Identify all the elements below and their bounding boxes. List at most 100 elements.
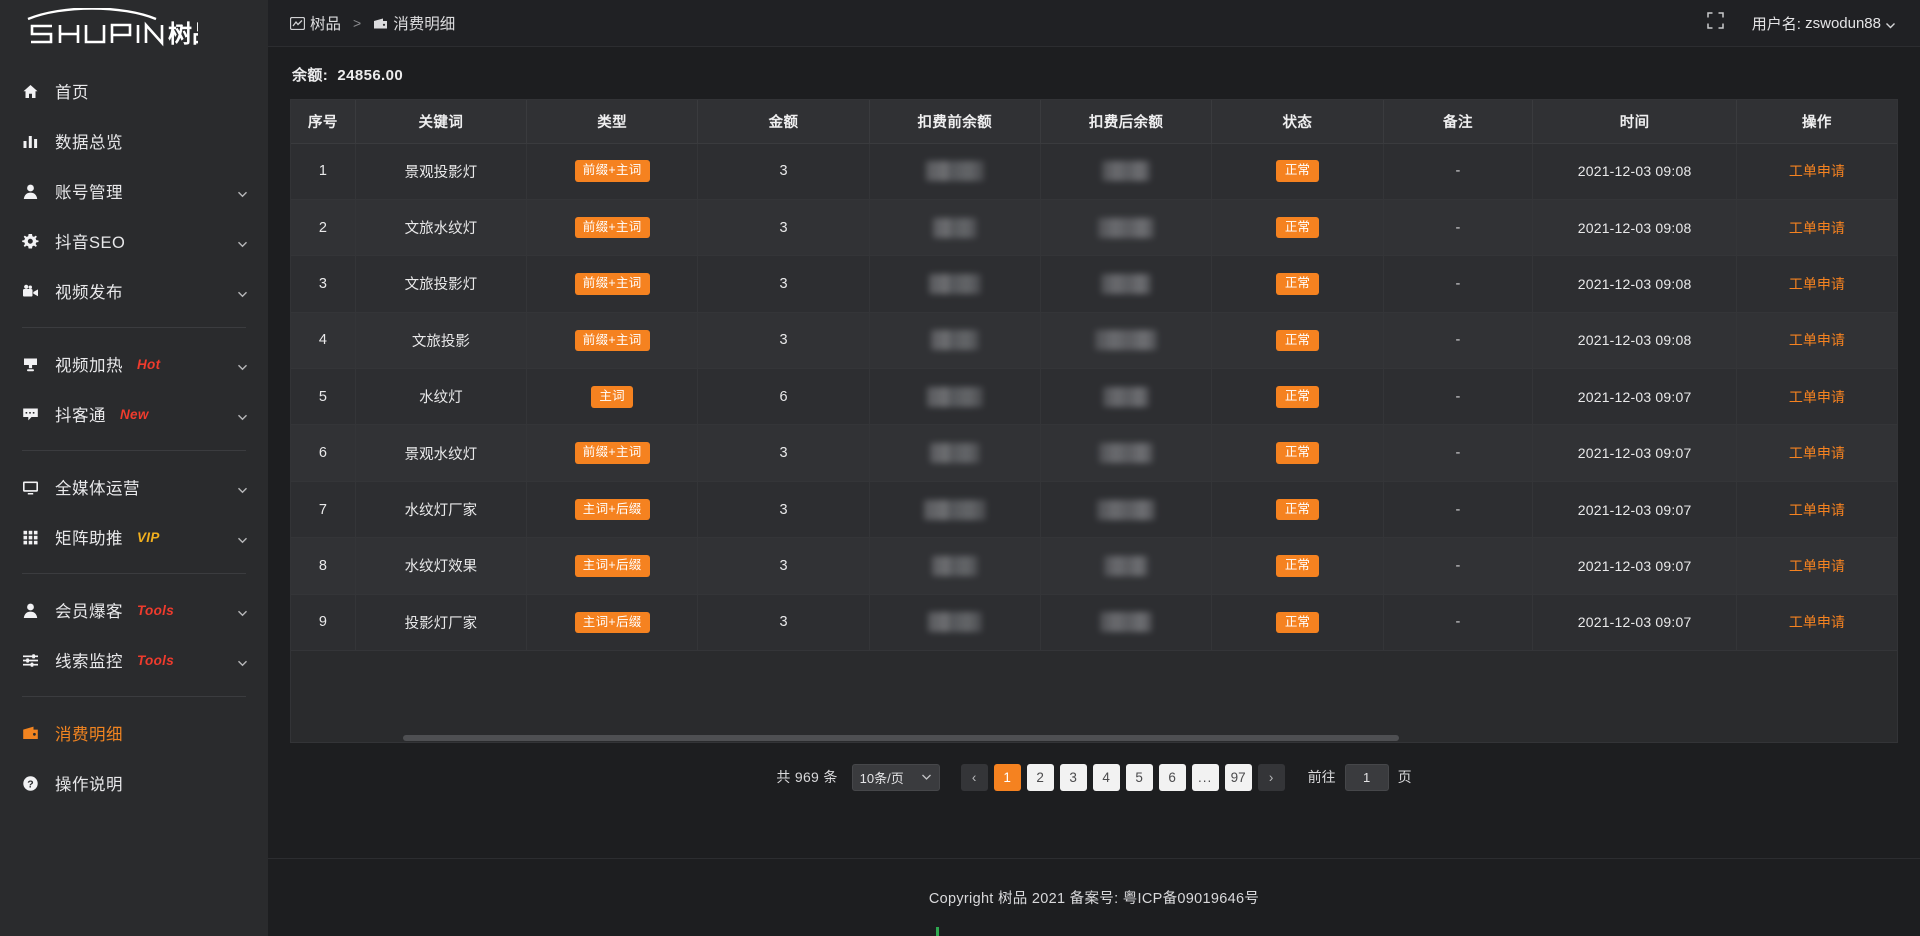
chevron-down-icon [237,482,248,494]
fullscreen-icon[interactable] [1707,12,1724,34]
sidebar-item-tag: Hot [137,356,161,372]
type-badge: 前缀+主词 [574,442,650,464]
breadcrumb-separator: > [353,15,362,31]
cell-keyword: 文旅投影 [355,312,528,370]
redacted-value [1042,386,1210,407]
pagination-pages: 1 2 3 4 5 6... 97 [991,763,1255,791]
pagination-page-97[interactable]: 97 [1224,763,1252,791]
cell-index: 9 [291,594,356,652]
sidebar-item-6[interactable]: 视频加热 Hot [0,339,268,389]
pagination-page-6[interactable]: 6 [1158,763,1186,791]
table-body: 1 景观投影灯 前缀+主词 3 正常 -2021-12-03 09:08 工单申请 2 文旅水纹… [291,143,1897,652]
sidebar-item-10[interactable]: 会员爆客 Tools [0,585,268,635]
cell-status: 正常 [1211,143,1384,200]
sidebar-item-3[interactable]: 账号管理 [0,166,268,216]
pagination-next-button[interactable]: › [1257,763,1285,791]
cell-note: - [1383,312,1534,370]
cell-balance-after [1040,143,1213,200]
grid-icon [22,527,46,547]
cell-amount: 3 [697,143,870,200]
status-badge: 正常 [1275,329,1319,352]
sidebar-item-tag: Tools [137,602,174,618]
pagination-page-1[interactable]: 1 [993,763,1021,791]
page-size-select[interactable]: 10条/页 [851,763,940,791]
redacted-value [1042,161,1210,182]
breadcrumb-root-label: 树品 [310,16,342,33]
sliders-icon [22,650,46,670]
cell-index: 1 [291,143,356,200]
sidebar-item-8[interactable]: 全媒体运营 [0,462,268,512]
cell-action: 工单申请 [1736,537,1897,595]
table-row: 7 水纹灯厂家 主词+后缀 3 正常 -2021-12-03 09:07 工单申请 [291,481,1897,539]
work-order-link[interactable]: 工单申请 [1788,614,1845,631]
sidebar-divider [22,450,246,451]
cell-balance-after [1040,255,1213,313]
status-badge: 正常 [1275,442,1319,464]
sidebar-item-9[interactable]: 矩阵助推 VIP [0,512,268,562]
shupin-logo-icon: 树品 [27,8,198,48]
cell-action: 工单申请 [1736,199,1897,257]
work-order-link[interactable]: 工单申请 [1788,219,1845,236]
pagination-page-4[interactable]: 4 [1092,763,1120,791]
cell-balance-after [1040,368,1213,426]
work-order-link[interactable]: 工单申请 [1788,445,1845,462]
cell-balance-before [869,312,1041,370]
pagination-page-5[interactable]: 5 [1125,763,1153,791]
breadcrumb-current[interactable]: 消费明细 [373,12,455,34]
sidebar-item-1[interactable]: 首页 [0,66,268,116]
pagination-prev-button[interactable]: ‹ [960,763,988,791]
work-order-link[interactable]: 工单申请 [1788,557,1845,574]
work-order-link[interactable]: 工单申请 [1788,332,1845,349]
cell-balance-after [1040,481,1213,539]
sidebar-item-label: 数据总览 [55,134,123,152]
redacted-value [1042,499,1210,520]
sidebar-item-11[interactable]: 线索监控 Tools [0,635,268,685]
sidebar-item-5[interactable]: 视频发布 [0,266,268,316]
cell-index: 3 [291,255,356,313]
cell-status: 正常 [1211,312,1384,370]
cell-action: 工单申请 [1736,368,1897,426]
pagination-ellipsis[interactable]: ... [1191,763,1219,791]
footer-indicator [936,927,939,936]
type-badge: 前缀+主词 [574,160,650,182]
cell-balance-before [869,481,1041,539]
cell-time: 2021-12-03 09:07 [1532,481,1737,539]
sidebar-item-4[interactable]: 抖音SEO [0,216,268,266]
consumption-table-wrap: 序号 关键词 类型 金额 扣费前余额 扣费后余额 状态 备注 时间 操作 1 景观投影灯 前缀+主词 3… [290,99,1898,743]
work-order-link[interactable]: 工单申请 [1788,388,1845,405]
scrollbar-thumb[interactable] [403,735,1400,741]
redacted-value [871,386,1039,407]
sidebar-item-2[interactable]: 数据总览 [0,116,268,166]
chevron-down-icon [1885,18,1896,29]
pagination-page-2[interactable]: 2 [1026,763,1054,791]
cell-balance-after [1040,594,1213,652]
column-header-9: 时间 [1532,100,1737,144]
cell-note: - [1383,255,1534,313]
sidebar-item-label: 抖客通 [55,407,106,425]
user-menu[interactable]: 用户名: zswodun88 [1752,13,1896,34]
megaphone-icon [22,354,46,374]
breadcrumb-root[interactable]: 树品 [289,12,342,34]
sidebar-item-7[interactable]: 抖客通 New [0,389,268,439]
brand-logo[interactable]: 树品 [0,0,268,58]
cell-balance-after [1040,537,1213,595]
table-horizontal-scrollbar[interactable] [291,734,1897,742]
work-order-link[interactable]: 工单申请 [1788,275,1845,292]
wallet-icon [373,17,388,30]
chevron-down-icon [237,655,248,667]
consumption-table: 序号 关键词 类型 金额 扣费前余额 扣费后余额 状态 备注 时间 操作 1 景观投影灯 前缀+主词 3… [291,100,1897,652]
cell-amount: 3 [697,537,870,595]
cell-type: 主词+后缀 [526,537,699,595]
work-order-link[interactable]: 工单申请 [1788,501,1845,518]
topbar-right: 用户名: zswodun88 [1707,12,1896,34]
work-order-link[interactable]: 工单申请 [1788,163,1845,180]
goto-page-input[interactable] [1344,763,1389,791]
column-header-1: 序号 [291,100,356,144]
sidebar-item-13[interactable]: ? 操作说明 [0,758,268,808]
redacted-value [1042,612,1210,633]
pagination-page-3[interactable]: 3 [1059,763,1087,791]
breadcrumb-current-label: 消费明细 [393,16,456,33]
pagination-total: 共 969 条 [776,769,838,785]
sidebar-item-12[interactable]: 消费明细 [0,708,268,758]
chat-icon [22,404,46,424]
